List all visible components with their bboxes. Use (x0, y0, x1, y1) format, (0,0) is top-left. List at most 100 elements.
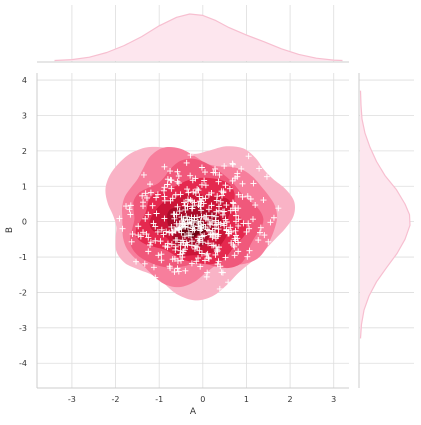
scatter-point (149, 202, 156, 209)
scatter-point (239, 180, 246, 187)
scatter-point (250, 279, 256, 286)
scatter-point (202, 169, 208, 176)
scatter-point (127, 211, 134, 218)
scatter-point (197, 263, 204, 270)
scatter-point (142, 190, 149, 197)
scatter-point (185, 189, 192, 196)
scatter-point (263, 173, 270, 180)
scatter-point (178, 239, 184, 246)
scatter-point (195, 235, 202, 242)
scatter-point (281, 180, 288, 187)
scatter-point (227, 207, 234, 214)
scatter-point (244, 253, 251, 260)
scatter-point (195, 187, 202, 194)
scatter-point (255, 237, 262, 244)
y-tick-label: 1 (22, 182, 27, 191)
scatter-point (140, 280, 147, 287)
scatter-point (191, 245, 198, 252)
scatter-point (227, 224, 234, 231)
scatter-point (181, 202, 188, 209)
scatter-point (198, 224, 205, 231)
scatter-point (135, 223, 142, 230)
scatter-point (150, 220, 157, 227)
scatter-point (212, 217, 219, 224)
scatter-point (184, 241, 191, 248)
scatter-point (219, 192, 226, 199)
scatter-point (167, 265, 174, 272)
scatter-point (228, 228, 235, 235)
scatter-point (232, 218, 239, 225)
scatter-point (155, 252, 162, 259)
scatter-point (215, 203, 222, 210)
scatter-point (270, 214, 277, 221)
scatter-point (265, 238, 272, 245)
scatter-point (158, 257, 165, 264)
scatter-point (216, 285, 223, 292)
y-tick-label: 3 (22, 111, 27, 120)
scatter-point (231, 235, 238, 242)
scatter-point (213, 221, 220, 228)
scatter-point (267, 247, 274, 254)
scatter-point (232, 205, 239, 212)
scatter-point (225, 230, 232, 237)
scatter-point (221, 208, 228, 215)
scatter-point (244, 193, 251, 200)
scatter-point (235, 239, 242, 246)
x-tick-labels: -3 -2 -1 0 1 2 3 (68, 395, 336, 404)
scatter-point (187, 152, 194, 159)
scatter-point (137, 233, 144, 240)
scatter-point (188, 219, 195, 226)
scatter-point (208, 242, 215, 249)
marginal-y-fill (360, 90, 410, 339)
scatter-point (174, 265, 181, 272)
scatter-point (235, 222, 242, 229)
scatter-point (261, 232, 268, 239)
scatter-point (153, 194, 160, 201)
scatter-point (221, 163, 228, 170)
scatter-point (243, 228, 250, 235)
scatter-point (205, 255, 212, 262)
scatter-point (181, 223, 188, 230)
y-tick-label: -1 (19, 253, 27, 262)
scatter-point (168, 223, 175, 230)
scatter-point (208, 219, 215, 226)
scatter-point (172, 191, 179, 198)
scatter-point (135, 232, 142, 239)
scatter-point (183, 213, 190, 220)
joint-frame (36, 73, 349, 389)
scatter-point (260, 197, 267, 204)
scatter-point (205, 191, 212, 198)
scatter-point (201, 177, 208, 184)
scatter-point (175, 172, 182, 179)
scatter-point (212, 251, 219, 258)
scatter-point (274, 250, 281, 257)
y-tick-labels: -4 -3 -2 -1 0 1 2 3 4 (19, 76, 27, 368)
scatter-point (232, 175, 239, 182)
scatter-point (178, 224, 184, 231)
scatter-point (226, 185, 233, 192)
scatter-point (147, 242, 154, 249)
scatter-point (247, 196, 254, 202)
scatter-point (202, 195, 209, 202)
scatter-point (180, 216, 187, 223)
scatter-point (205, 240, 212, 247)
scatter-point (250, 180, 257, 187)
scatter-point (184, 216, 191, 223)
scatter-point (252, 202, 259, 209)
scatter-point (188, 260, 195, 267)
scatter-point (128, 238, 135, 245)
scatter-point (223, 219, 230, 226)
scatter-point (220, 188, 227, 195)
scatter-point (167, 168, 174, 175)
scatter-point (225, 279, 232, 286)
scatter-point (245, 153, 252, 160)
marginal-y-line (359, 90, 411, 339)
scatter-point (188, 242, 195, 249)
scatter-point (174, 168, 181, 175)
scatter-point (203, 251, 210, 258)
scatter-point (145, 211, 152, 218)
scatter-point (246, 225, 253, 232)
scatter-point (168, 185, 175, 192)
y-tick-label: 2 (22, 147, 27, 156)
scatter-point (175, 180, 182, 187)
